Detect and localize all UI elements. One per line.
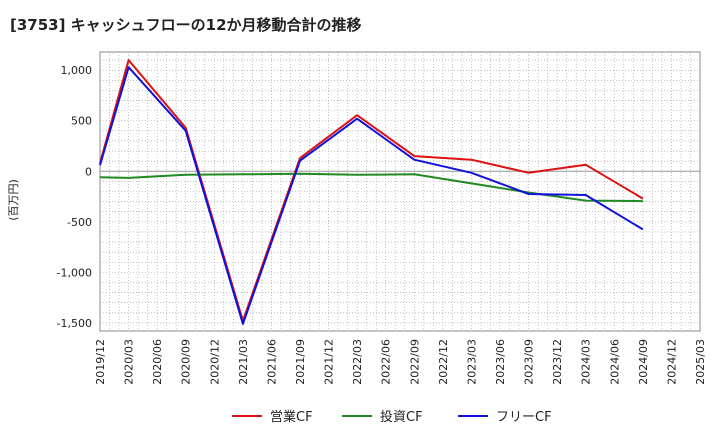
x-tick-label: 2020/09: [180, 339, 193, 385]
y-tick-label: 500: [71, 115, 92, 128]
x-tick-label: 2023/03: [465, 339, 478, 385]
series-layer: [99, 59, 644, 325]
x-tick-label: 2024/12: [665, 339, 678, 385]
legend-item: 投資CF: [380, 409, 423, 425]
x-tick-label: 2021/03: [237, 339, 250, 385]
x-tick-label: 2022/09: [408, 339, 421, 385]
x-tick-label: 2023/12: [551, 339, 564, 385]
x-tick-label: 2023/06: [494, 339, 507, 385]
x-tick-label: 2019/12: [94, 339, 107, 385]
x-tick-label: 2020/06: [151, 339, 164, 385]
y-tick-label: -500: [67, 216, 92, 229]
x-tick-label: 2023/09: [523, 339, 536, 385]
y-tick-label: 0: [85, 165, 92, 178]
x-tick-label: 2024/09: [637, 339, 650, 385]
x-tick-label: 2020/12: [208, 339, 221, 385]
x-tick-label: 2025/03: [694, 339, 707, 385]
y-axis-label: (百万円): [7, 179, 20, 221]
x-tick-label: 2024/03: [580, 339, 593, 385]
legend-item: 営業CF: [270, 409, 313, 425]
series-line: [99, 59, 644, 322]
series-line: [99, 66, 644, 325]
x-tick-label: 2024/06: [608, 339, 621, 385]
x-tick-label: 2020/03: [123, 339, 136, 385]
x-tick-label: 2022/03: [351, 339, 364, 385]
x-tick-label: 2021/09: [294, 339, 307, 385]
y-tick-label: -1,500: [57, 317, 92, 330]
legend-item: フリーCF: [496, 410, 552, 425]
x-tick-label: 2022/06: [380, 339, 393, 385]
y-tick-label: -1,000: [57, 266, 92, 279]
chart-title: [3753] キャッシュフローの12か月移動合計の推移: [10, 16, 362, 34]
x-tick-label: 2021/12: [323, 339, 336, 385]
legend: 営業CF 投資CF フリーCF: [232, 409, 552, 425]
grid-layer: [99, 51, 701, 332]
x-tick-label: 2021/06: [265, 339, 278, 385]
y-tick-label: 1,000: [61, 64, 93, 77]
x-tick-label: 2022/12: [437, 339, 450, 385]
